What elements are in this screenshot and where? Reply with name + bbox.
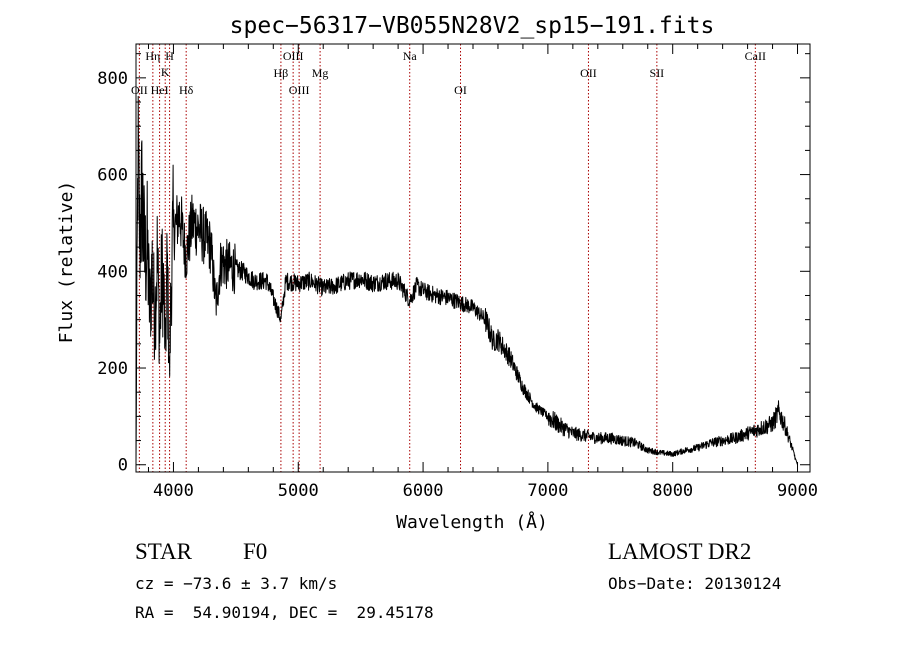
- line-label-3: K: [161, 65, 170, 79]
- line-label-9: Mg: [312, 66, 329, 80]
- y-tick-label: 200: [97, 359, 128, 379]
- y-axis-label: Flux (relative): [56, 181, 77, 344]
- line-label-8: OIII: [289, 83, 310, 97]
- object-subclass: F0: [243, 539, 268, 564]
- line-label-11: OI: [454, 83, 467, 97]
- line-label-4: H: [165, 49, 174, 63]
- line-label-5: Hδ: [179, 83, 194, 97]
- plot-frame: [135, 43, 811, 473]
- y-tick-label: 400: [97, 262, 128, 282]
- line-label-7: OIII: [283, 49, 304, 63]
- spectrum-series: [135, 95, 798, 465]
- line-label-10: Na: [403, 49, 418, 63]
- object-class: STAR: [135, 539, 192, 564]
- observation-date: Obs−Date: 20130124: [608, 574, 782, 593]
- x-tick-label: 4000: [153, 481, 194, 501]
- line-label-0: OII: [131, 83, 148, 97]
- x-tick-label: 8000: [652, 481, 693, 501]
- axes: 4000 5000 6000 7000 8000 9000 0 200 400 600 800: [97, 44, 818, 501]
- redshift-readout: cz = −73.6 ± 3.7 km/s: [135, 574, 338, 593]
- line-label-13: SII: [650, 66, 665, 80]
- x-tick-label: 9000: [777, 481, 818, 501]
- x-tick-label: 6000: [403, 481, 444, 501]
- y-tick-label: 0: [118, 456, 128, 476]
- chart-title: spec−56317−VB055N28V2_sp15−191.fits: [230, 13, 715, 39]
- spectrum-line: [135, 95, 798, 465]
- line-label-1: Hη: [145, 49, 160, 63]
- survey-name: LAMOST DR2: [608, 539, 752, 564]
- y-tick-label: 600: [97, 166, 128, 186]
- y-tick-label: 800: [97, 69, 128, 89]
- coordinates-readout: RA = 54.90194, DEC = 29.45178: [135, 603, 434, 622]
- line-label-6: Hβ: [274, 66, 289, 80]
- line-label-2: HeI: [151, 83, 169, 97]
- x-axis-label: Wavelength (Å): [396, 511, 548, 533]
- line-label-14: CaII: [745, 49, 766, 63]
- x-tick-label: 7000: [527, 481, 568, 501]
- line-label-12: OII: [580, 66, 597, 80]
- x-tick-label: 5000: [278, 481, 319, 501]
